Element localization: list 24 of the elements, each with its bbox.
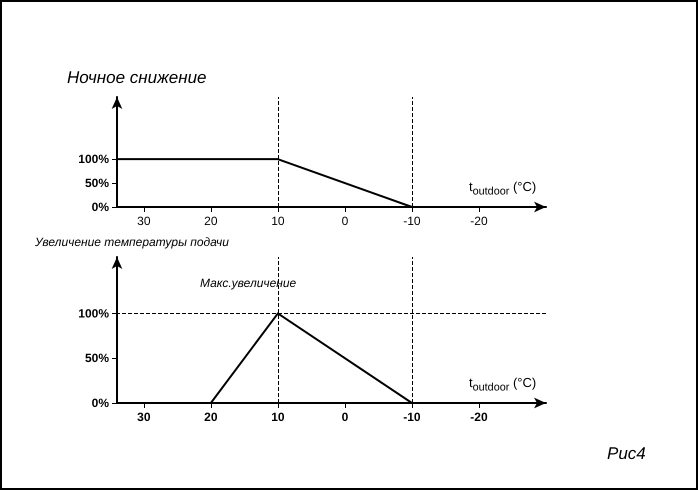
y-tick-label: 100% <box>78 306 110 320</box>
x-tick-label: 0 <box>342 214 349 228</box>
y-tick-label: 0% <box>92 200 110 214</box>
x-tick-label: -10 <box>403 214 421 228</box>
y-tick-label: 50% <box>84 351 110 366</box>
chart-title: Ночное снижение <box>67 68 206 87</box>
x-tick-label: -20 <box>470 214 488 228</box>
x-axis-title: t$_{outdoor}$ (°C) <box>469 375 536 394</box>
y-tick-label: 100% <box>78 152 110 166</box>
x-tick-label: 0 <box>342 410 349 424</box>
x-tick-label: 10 <box>271 410 285 424</box>
x-tick-label: 20 <box>204 214 218 228</box>
x-axis-title: t$_{outdoor}$ (°C) <box>469 179 536 198</box>
y-tick-label: 50% <box>84 176 110 190</box>
x-tick-label: -20 <box>470 410 488 424</box>
x-tick-label: 20 <box>204 410 218 424</box>
text: Рис4 <box>607 444 646 463</box>
annotation: Макс.увеличение <box>200 276 297 290</box>
x-tick-label: 30 <box>137 214 151 228</box>
chart-title: Увеличение температуры подачи <box>34 235 230 249</box>
y-tick-label: 0% <box>92 396 110 410</box>
x-tick-label: -10 <box>403 410 421 424</box>
x-tick-label: 10 <box>271 214 285 228</box>
x-tick-label: 30 <box>137 410 151 424</box>
